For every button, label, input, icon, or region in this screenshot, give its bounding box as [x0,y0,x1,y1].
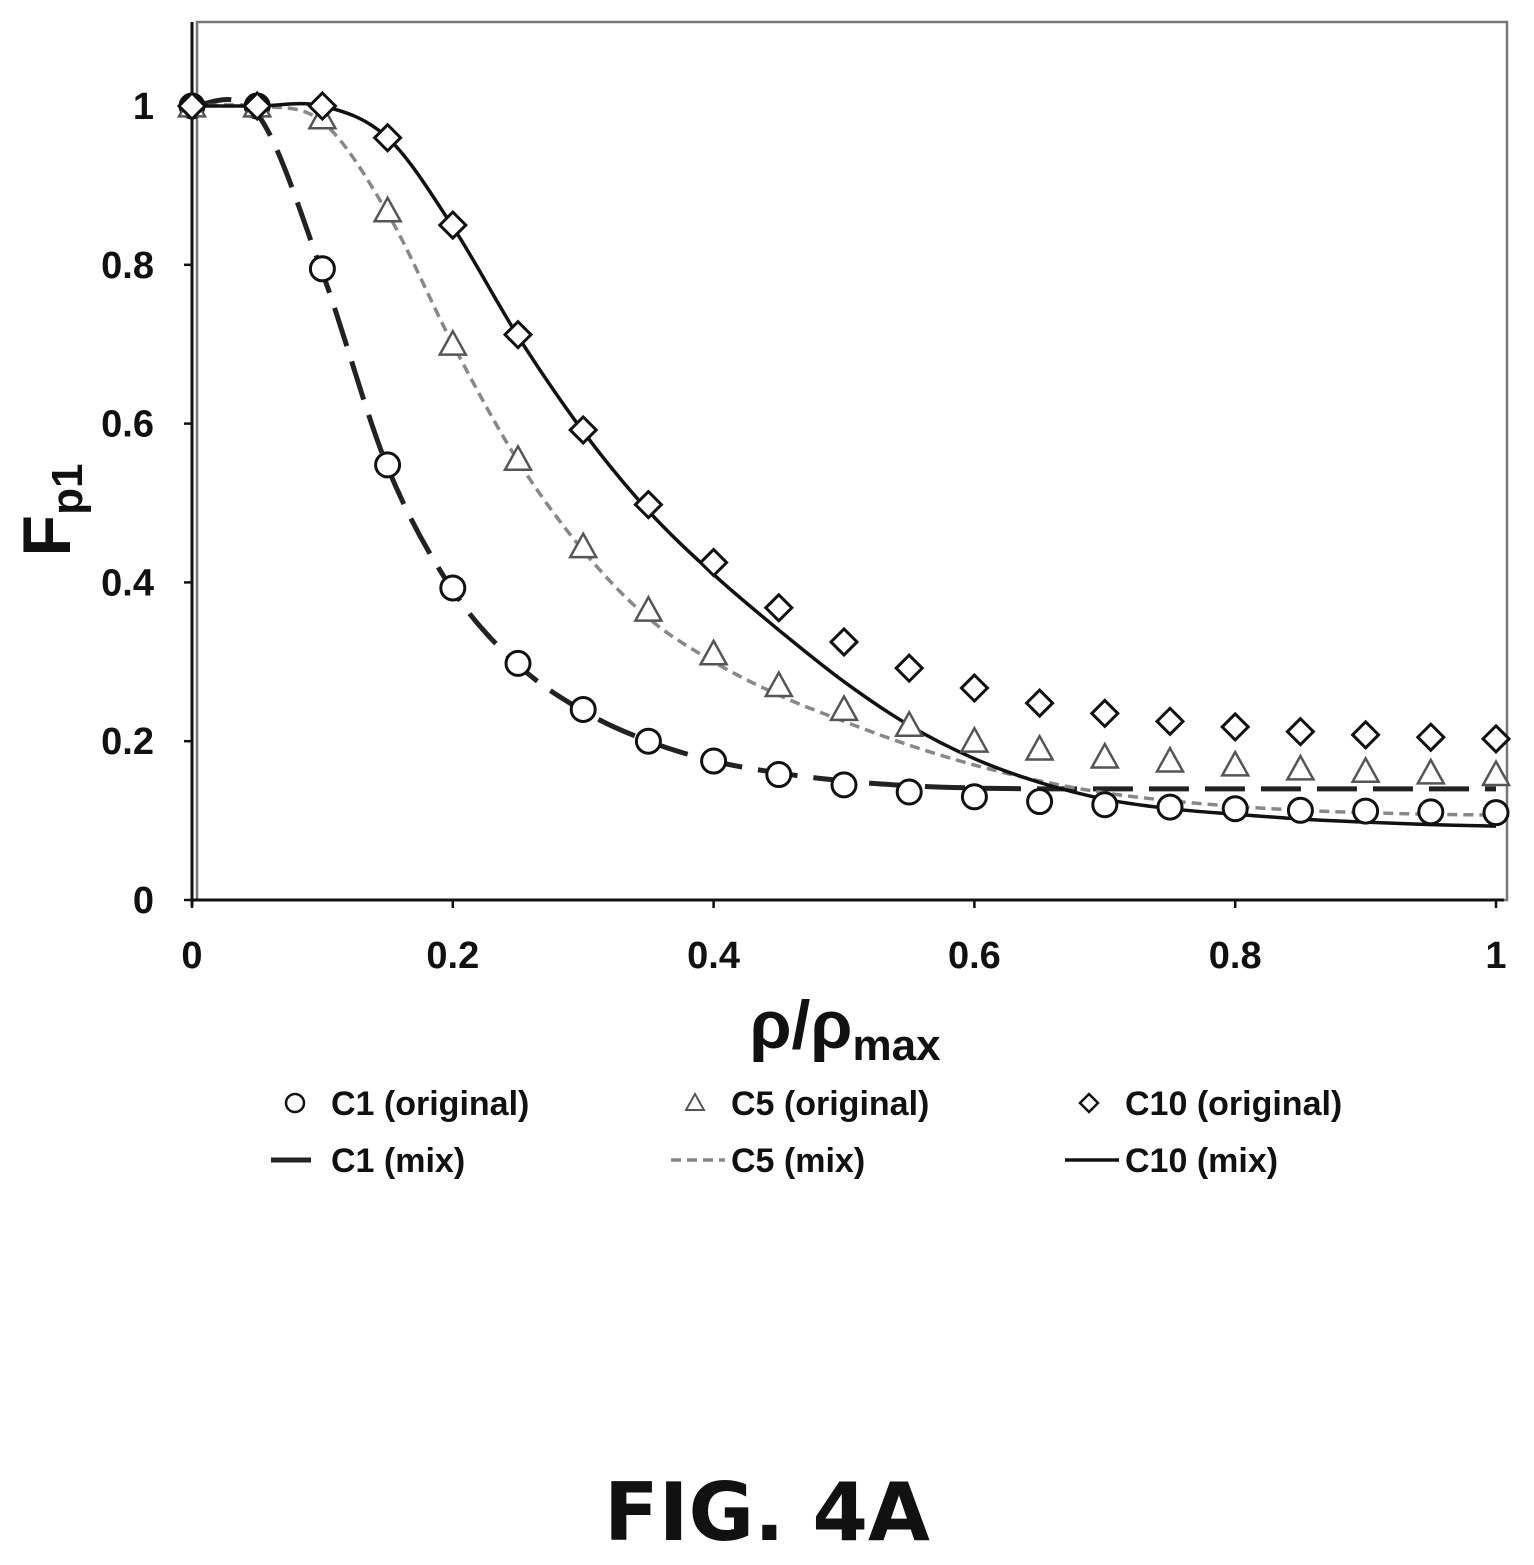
legend-label-c5-original: C5 (original) [731,1085,929,1123]
series-markers [176,90,1512,827]
data-point-c10-original [1154,706,1186,737]
data-point-c10-original [242,90,273,122]
legend-marker-c10-original [1078,1092,1100,1114]
data-point-c10-original [1024,687,1055,719]
data-point-c10-original [372,122,403,153]
data-point-c10-original [959,672,990,704]
x-tick-label: 0.6 [948,935,1001,977]
x-tick-label: 0.2 [426,935,479,977]
data-point-c10-original [502,319,534,350]
data-point-c10-original [307,90,338,122]
y-tick-label: 0 [133,880,154,922]
legend-marker-c5-original [684,1091,706,1111]
data-point-c1-original [634,727,662,755]
data-point-c5-original [1480,758,1512,787]
data-point-c10-original [1480,723,1512,754]
data-point-c10-original [1350,719,1381,750]
data-point-c5-original [1220,749,1251,777]
data-point-c10-original [1220,711,1251,743]
y-axis-label-sub: p1 [43,464,92,515]
data-point-c1-original [1482,799,1510,827]
data-point-c5-original [568,531,599,559]
axes: 0 0.2 0.4 0.6 0.8 1 0 0.2 0.4 0.6 0.8 1 [101,22,1507,977]
data-point-c1-original [960,783,988,811]
y-tick-label: 0.6 [101,404,154,446]
legend-label-c10-mix: C10 (mix) [1125,1142,1278,1180]
legend-marker-c1-original [284,1092,306,1114]
data-point-c10-original [1089,698,1120,729]
x-axis-label: ρ/ρmax [749,987,941,1070]
data-point-c10-original [763,592,794,623]
legend-label-c5-mix: C5 (mix) [731,1142,865,1180]
data-point-c5-original [1415,757,1446,785]
data-point-c5-original [1285,753,1316,781]
data-point-c1-original [895,778,923,806]
data-point-c10-original [568,414,599,446]
data-point-c10-original [894,653,925,684]
series-c10-original [176,90,1512,754]
data-point-c10-original [633,489,664,520]
data-point-c5-original [828,693,860,722]
data-point-c5-original [437,328,468,356]
series-line-c1-mix [191,97,1496,792]
series-lines [191,97,1497,828]
legend-label-c10-original: C10 (original) [1125,1085,1342,1123]
data-point-c5-original [502,443,534,471]
data-point-c5-original [959,725,990,753]
data-point-c5-original [763,670,794,698]
data-point-c1-original [765,761,793,789]
legend: C1 (original) C5 (original) C10 (original)… [271,1085,1342,1180]
x-tick-label: 0 [181,935,202,977]
data-point-c1-original [1286,796,1314,824]
legend-label-c1-mix: C1 (mix) [331,1142,465,1180]
y-tick-label: 0.2 [101,721,154,763]
data-point-c1-original [308,255,336,283]
figure-caption: FIG. 4A [604,1466,930,1559]
data-point-c1-original [830,771,858,799]
data-point-c10-original [1285,716,1316,747]
data-point-c5-original [1350,755,1381,784]
data-point-c5-original [1089,741,1120,769]
data-point-c1-original [1221,795,1249,823]
data-point-c5-original [1154,745,1186,773]
series-line-c5-mix [191,103,1497,817]
data-point-c1-original [1352,797,1380,825]
data-point-c10-original [828,626,860,658]
x-tick-label: 0.4 [687,935,740,977]
y-axis-label-main: F [9,515,85,557]
data-point-c1-original [374,451,402,479]
data-point-c1-original [700,747,728,775]
data-point-c1-original [439,574,467,602]
data-point-c5-original [372,195,403,223]
y-tick-label: 0.8 [101,245,154,287]
data-point-c1-original [569,695,597,723]
legend-label-c1-original: C1 (original) [331,1085,529,1123]
x-axis-label-sub: max [852,1021,941,1070]
data-point-c1-original [1156,793,1184,821]
x-axis-label-main: ρ/ρ [749,987,852,1063]
data-point-c10-original [698,547,729,578]
data-point-c5-original [698,638,729,666]
y-axis-label: Fp1 [9,464,92,557]
data-point-c1-original [1417,798,1445,826]
x-tick-label: 1 [1485,935,1506,977]
data-point-c1-original [1026,788,1054,816]
data-point-c10-original [1415,722,1446,753]
data-point-c1-original [1091,791,1119,819]
data-point-c5-original [1024,733,1055,761]
data-point-c5-original [633,594,664,622]
data-point-c10-original [176,90,208,122]
data-point-c5-original [894,709,925,737]
series-line-c10-mix [192,101,1497,828]
x-tick-label: 0.8 [1209,935,1262,977]
y-tick-label: 0.4 [101,562,154,604]
data-point-c10-original [437,209,468,241]
y-tick-label: 1 [133,86,154,128]
data-point-c1-original [504,649,532,677]
